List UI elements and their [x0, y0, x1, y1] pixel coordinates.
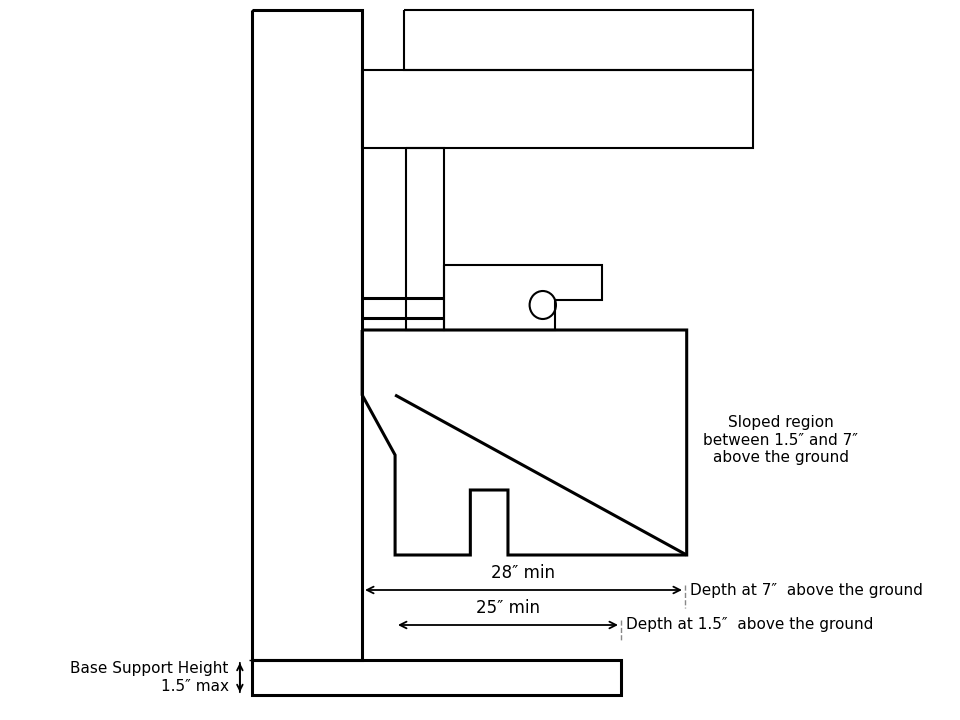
Text: 25″ min: 25″ min	[476, 599, 540, 617]
Text: Sloped region
between 1.5″ and 7″
above the ground: Sloped region between 1.5″ and 7″ above …	[704, 415, 858, 465]
Text: Depth at 1.5″  above the ground: Depth at 1.5″ above the ground	[626, 618, 873, 632]
Text: Base Support Height
1.5″ max: Base Support Height 1.5″ max	[70, 661, 228, 693]
Text: Depth at 7″  above the ground: Depth at 7″ above the ground	[689, 582, 923, 598]
Text: 28″ min: 28″ min	[492, 564, 556, 582]
